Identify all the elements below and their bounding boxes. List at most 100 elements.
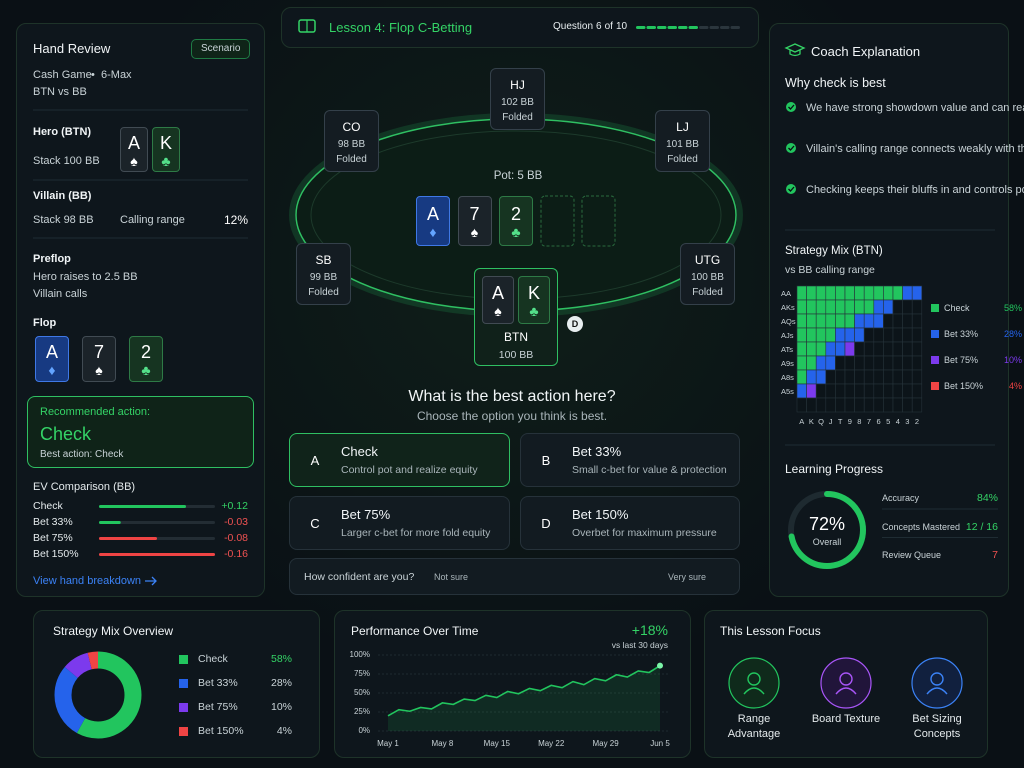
- strategy-cell: [815, 285, 827, 301]
- grid-col-label: T: [837, 417, 843, 426]
- strategy-cell: [796, 313, 807, 329]
- strategy-cell: [863, 327, 875, 343]
- question-progress-segment: [657, 26, 667, 29]
- focus-icon-glyph: [839, 672, 853, 686]
- panel-title: Hand Review: [33, 41, 111, 56]
- seat: UTG 100 BB Folded: [680, 243, 735, 305]
- performance-caption: vs last 30 days: [611, 640, 668, 650]
- strategy-cell: [892, 383, 903, 399]
- ev-title: EV Comparison (BB): [33, 481, 136, 493]
- hero-label: Hero (BTN): [33, 126, 92, 138]
- strategy-cell: [911, 355, 923, 371]
- strategy-cell: [911, 313, 923, 329]
- recommended-label: Recommended action:: [40, 406, 151, 418]
- grid-col-label: 9: [847, 417, 852, 426]
- cap-icon: [784, 43, 806, 57]
- point-check-mark: [788, 104, 795, 110]
- legend-name: Bet 75%: [944, 355, 979, 365]
- strategy-cell: [863, 397, 875, 413]
- question-progress-segment: [720, 26, 730, 29]
- strategy-cell: [825, 397, 836, 413]
- card-suit: ♣: [511, 224, 521, 240]
- card-suit: ♠: [95, 362, 103, 378]
- strategy-cell: [892, 355, 903, 371]
- seat: HJ 102 BB Folded: [490, 68, 545, 130]
- dealer-button: D: [567, 316, 583, 332]
- playing-card: A ♦: [35, 336, 69, 382]
- breakdown-link[interactable]: View hand breakdown: [33, 575, 142, 587]
- option-letter: C: [310, 516, 320, 531]
- grid-col-label: K: [808, 417, 814, 426]
- strategy-cell: [806, 341, 817, 357]
- answer-option[interactable]: [520, 433, 740, 487]
- strategy-cell: [873, 327, 884, 343]
- range-label: Calling range: [120, 214, 185, 226]
- recommended-action: Check: [40, 424, 92, 444]
- answer-option[interactable]: [289, 433, 510, 487]
- strategy-cell: [902, 285, 913, 301]
- grid-row-label: AA: [781, 289, 792, 298]
- focus-item: Bet Sizing Concepts: [912, 713, 962, 740]
- progress-value: 72%: [808, 514, 846, 534]
- legend-value: 28%: [270, 677, 292, 689]
- coach-title: Coach Explanation: [811, 44, 921, 59]
- strategy-cell: [806, 369, 817, 385]
- strategy-cell: [863, 285, 875, 301]
- progress-ring: [788, 491, 866, 569]
- ev-name: Bet 150%: [33, 548, 79, 560]
- grid-col-label: 8: [857, 417, 862, 426]
- strategy-cell: [835, 285, 846, 301]
- grid-col-label: J: [828, 417, 833, 426]
- range-value: 12%: [223, 213, 248, 227]
- grid-col-label: A: [799, 417, 805, 426]
- card-suit: ♠: [470, 224, 479, 240]
- y-tick-label: 75%: [353, 669, 370, 678]
- playing-card: K ♣: [152, 127, 180, 172]
- explanation-point: Checking keeps their bluffs in and contr…: [806, 184, 1024, 196]
- legend-name: Check: [198, 653, 228, 665]
- question-progress-segment: [699, 26, 709, 29]
- explanation-point: Villain's calling range connects weakly …: [806, 143, 1024, 155]
- point-check: [786, 184, 796, 194]
- strategy-cell: [911, 369, 923, 385]
- card-suit: ♦: [48, 362, 56, 378]
- answer-option[interactable]: [520, 496, 740, 550]
- answer-option[interactable]: [289, 496, 510, 550]
- grid-row-label: AKs: [781, 303, 795, 312]
- strategy-cell: [873, 313, 884, 329]
- strategy-cell: [825, 383, 836, 399]
- ev-value: -0.16: [224, 548, 248, 560]
- strategy-cell: [892, 299, 903, 315]
- empty-board-slot: [540, 195, 575, 247]
- option-description: Small c-bet for value & protection: [572, 464, 727, 476]
- playing-card: K ♣: [518, 276, 550, 324]
- grid-row-label: ATs: [781, 345, 793, 354]
- strategy-cell: [873, 341, 884, 357]
- stat-value: 7: [992, 549, 998, 561]
- question-progress-segment: [688, 26, 698, 29]
- seat-position: HJ: [510, 78, 525, 92]
- preflop-action: Villain calls: [33, 288, 88, 300]
- stat-label: Review Queue: [882, 550, 942, 560]
- seat-position: UTG: [694, 253, 721, 267]
- recommended-detail: Best action: Check: [40, 449, 124, 460]
- strategy-cell: [873, 299, 884, 315]
- strategy-cell: [911, 383, 923, 399]
- seat-status: Folded: [336, 154, 367, 165]
- focus-item: Range Advantage: [727, 713, 781, 740]
- strategy-cell: [854, 313, 865, 329]
- x-tick-label: May 1: [377, 739, 399, 748]
- strategy-cell: [844, 397, 855, 413]
- strategy-cell: [873, 397, 884, 413]
- strategy-cell: [854, 397, 865, 413]
- arrow-icon: [145, 576, 157, 586]
- strategy-cell: [854, 369, 865, 385]
- villain-stack: Stack 98 BB: [33, 214, 94, 226]
- strategy-cell: [863, 313, 875, 329]
- strategy-cell: [796, 355, 807, 371]
- confidence-max: Very sure: [668, 572, 707, 582]
- strategy-cell: [796, 299, 807, 315]
- strategy-cell: [844, 285, 855, 301]
- grid-col-label: 6: [876, 417, 881, 426]
- ev-name: Check: [33, 500, 63, 512]
